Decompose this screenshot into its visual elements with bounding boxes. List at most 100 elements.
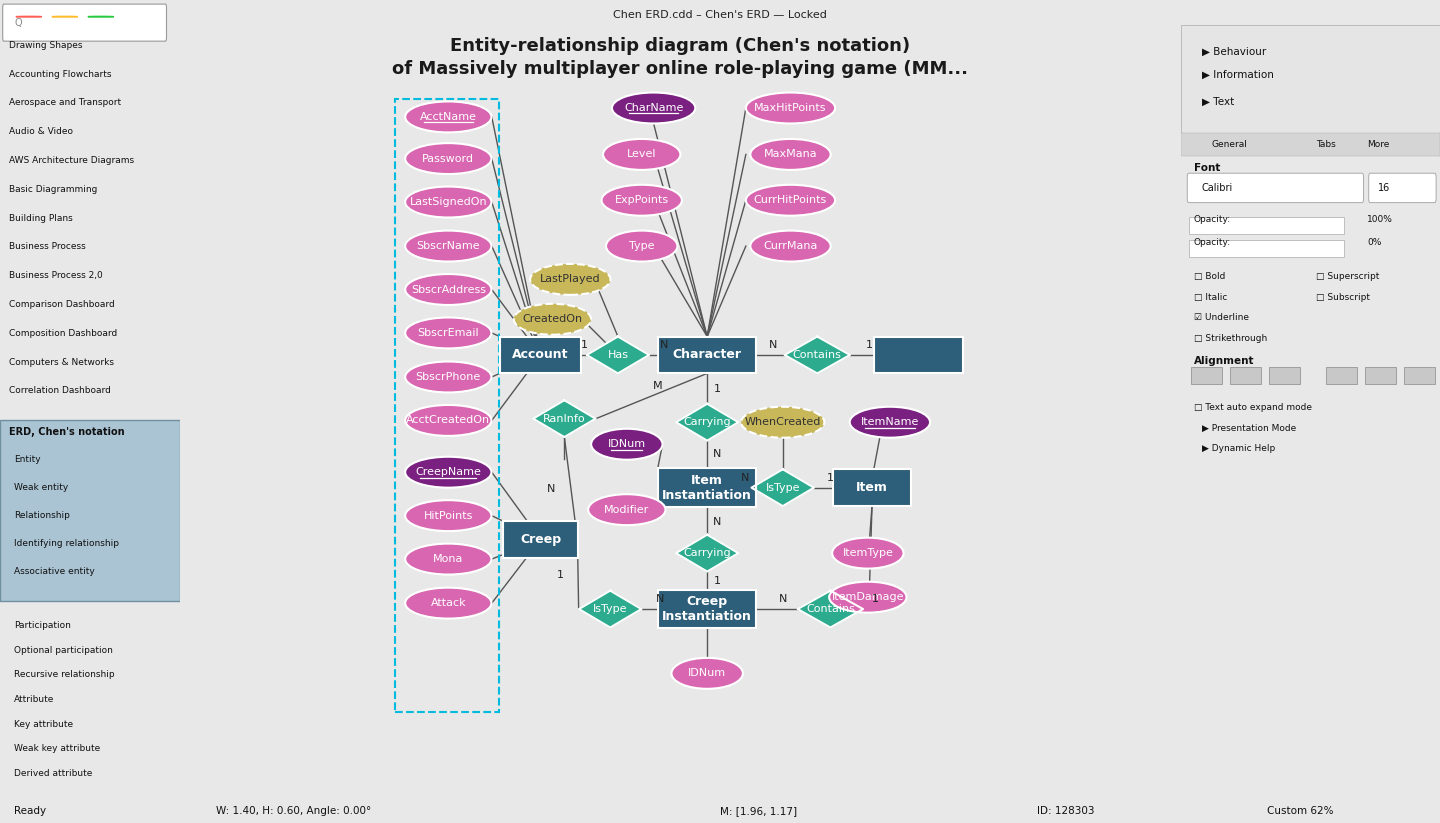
Text: SbscrAddress: SbscrAddress: [410, 285, 485, 295]
Text: AWS Architecture Diagrams: AWS Architecture Diagrams: [9, 156, 134, 165]
Text: Entity-relationship diagram (Chen's notation): Entity-relationship diagram (Chen's nota…: [451, 36, 910, 54]
Text: of Massively multiplayer online role-playing game (MM...: of Massively multiplayer online role-pla…: [392, 60, 968, 78]
FancyBboxPatch shape: [834, 469, 910, 506]
Text: ID: 128303: ID: 128303: [1037, 806, 1094, 816]
FancyBboxPatch shape: [658, 337, 756, 374]
Ellipse shape: [750, 230, 831, 262]
Text: SbscrName: SbscrName: [416, 241, 480, 251]
Text: Relationship: Relationship: [14, 511, 71, 519]
Text: MaxHitPoints: MaxHitPoints: [755, 103, 827, 113]
Ellipse shape: [530, 264, 611, 295]
Text: Business Process: Business Process: [9, 243, 86, 251]
Text: N: N: [655, 594, 664, 604]
Ellipse shape: [405, 544, 491, 574]
Text: □ Bold: □ Bold: [1194, 272, 1225, 281]
Text: Item: Item: [857, 481, 888, 494]
Text: Item
Instantiation: Item Instantiation: [662, 474, 752, 502]
Text: ▶ Dynamic Help: ▶ Dynamic Help: [1201, 444, 1274, 453]
Text: Creep
Instantiation: Creep Instantiation: [662, 595, 752, 623]
Text: SbscrPhone: SbscrPhone: [416, 372, 481, 382]
FancyBboxPatch shape: [504, 521, 577, 558]
Ellipse shape: [750, 139, 831, 170]
Text: N: N: [740, 473, 749, 483]
Text: HitPoints: HitPoints: [423, 510, 472, 521]
Text: ERD, Chen's notation: ERD, Chen's notation: [9, 427, 125, 437]
Text: 1: 1: [865, 340, 873, 350]
Text: CreepName: CreepName: [415, 467, 481, 477]
Text: 100%: 100%: [1368, 215, 1394, 224]
Ellipse shape: [405, 457, 491, 488]
Text: Q: Q: [14, 18, 22, 28]
Text: M: M: [652, 381, 662, 391]
Text: Character: Character: [672, 348, 742, 361]
Text: M: [1.96, 1.17]: M: [1.96, 1.17]: [720, 806, 798, 816]
Text: Business Process 2,0: Business Process 2,0: [9, 272, 102, 280]
Text: Password: Password: [422, 154, 474, 164]
Text: Font: Font: [1194, 163, 1220, 173]
Text: Opacity:: Opacity:: [1194, 239, 1231, 248]
Ellipse shape: [405, 230, 491, 262]
Ellipse shape: [405, 274, 491, 305]
Text: CurrHitPoints: CurrHitPoints: [755, 195, 827, 205]
Ellipse shape: [405, 588, 491, 619]
Ellipse shape: [405, 405, 491, 436]
Text: ▶ Behaviour: ▶ Behaviour: [1201, 47, 1266, 57]
Text: More: More: [1368, 140, 1390, 149]
Text: Weak key attribute: Weak key attribute: [14, 745, 101, 753]
Polygon shape: [785, 337, 850, 374]
Polygon shape: [675, 535, 739, 572]
Ellipse shape: [829, 582, 907, 612]
Text: Basic Diagramming: Basic Diagramming: [9, 185, 98, 193]
Text: 1: 1: [714, 384, 721, 394]
Text: W: 1.40, H: 0.60, Angle: 0.00°: W: 1.40, H: 0.60, Angle: 0.00°: [216, 806, 372, 816]
Ellipse shape: [405, 500, 491, 531]
Text: CharName: CharName: [624, 103, 684, 113]
Ellipse shape: [832, 537, 903, 569]
Text: 1: 1: [714, 576, 721, 586]
Text: LastSignedOn: LastSignedOn: [409, 197, 487, 207]
Text: ItemDamage: ItemDamage: [832, 593, 904, 602]
Ellipse shape: [746, 185, 835, 216]
Text: WhenCreated: WhenCreated: [744, 417, 821, 427]
Polygon shape: [798, 591, 863, 627]
Text: General: General: [1212, 140, 1248, 149]
Text: Custom 62%: Custom 62%: [1267, 806, 1333, 816]
FancyBboxPatch shape: [874, 337, 963, 374]
Text: Type: Type: [629, 241, 654, 251]
Text: Contains: Contains: [806, 604, 855, 614]
Text: ItemName: ItemName: [861, 417, 919, 427]
Ellipse shape: [514, 304, 592, 335]
Text: Has: Has: [608, 350, 628, 360]
Text: N: N: [713, 517, 721, 527]
Ellipse shape: [602, 185, 683, 216]
Text: Aerospace and Transport: Aerospace and Transport: [9, 99, 121, 107]
Text: ▶ Text: ▶ Text: [1201, 97, 1234, 107]
FancyBboxPatch shape: [1188, 239, 1344, 257]
Polygon shape: [675, 404, 739, 440]
Text: Opacity:: Opacity:: [1194, 215, 1231, 224]
Text: Calibri: Calibri: [1201, 183, 1233, 193]
FancyBboxPatch shape: [500, 337, 580, 374]
Text: Associative entity: Associative entity: [14, 567, 95, 575]
Text: CreatedOn: CreatedOn: [523, 314, 583, 324]
Text: Computers & Networks: Computers & Networks: [9, 358, 114, 366]
Text: Carrying: Carrying: [684, 548, 732, 558]
Text: IDNum: IDNum: [688, 668, 726, 678]
Ellipse shape: [405, 143, 491, 174]
Text: N: N: [779, 594, 786, 604]
Text: Entity: Entity: [14, 455, 40, 463]
FancyBboxPatch shape: [658, 590, 756, 629]
Text: □ Subscript: □ Subscript: [1316, 292, 1369, 301]
Ellipse shape: [405, 187, 491, 217]
Text: Ready: Ready: [14, 806, 46, 816]
Text: N: N: [769, 340, 776, 350]
Text: N: N: [713, 449, 721, 459]
Text: CurrMana: CurrMana: [763, 241, 818, 251]
Text: N: N: [660, 340, 668, 350]
Text: IDNum: IDNum: [608, 439, 647, 449]
FancyBboxPatch shape: [0, 420, 180, 601]
Text: Modifier: Modifier: [605, 504, 649, 514]
Text: Mona: Mona: [433, 554, 464, 564]
Text: □ Strikethrough: □ Strikethrough: [1194, 334, 1267, 343]
Text: □ Superscript: □ Superscript: [1316, 272, 1380, 281]
